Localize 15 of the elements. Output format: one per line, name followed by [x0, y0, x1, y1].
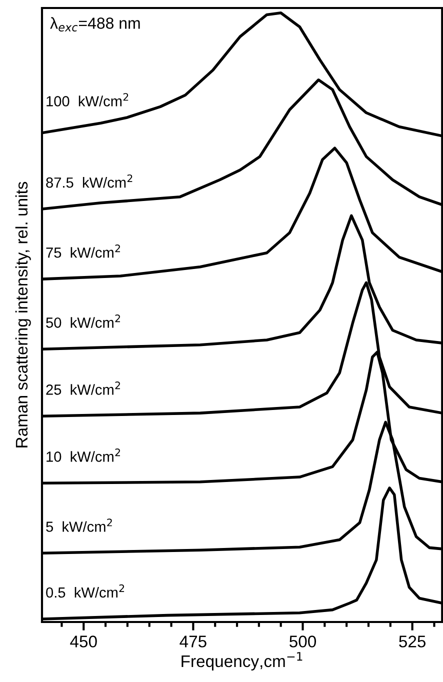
x-axis-title: Frequency,cm$^{−1}$ [182, 652, 302, 670]
series-label: 0.5 kW/cm$^{2}$ [46, 584, 124, 598]
x-tick-label: 475 [180, 636, 206, 648]
annotation: λ$_{exc}$=488 nm [50, 17, 140, 32]
series-label: 100 kW/cm$^{2}$ [46, 93, 128, 106]
series-label: 25 kW/cm$^{2}$ [46, 382, 120, 395]
x-tick-label: 450 [70, 636, 97, 648]
series-label: 75 kW/cm$^{2}$ [46, 244, 120, 258]
x-tick-label: 525 [399, 636, 426, 648]
x-tick-label: 500 [290, 636, 316, 648]
series-label: 50 kW/cm$^{2}$ [46, 314, 120, 328]
series-label: 10 kW/cm$^{2}$ [46, 448, 120, 462]
y-axis-title: Raman scattering intensity, rel. units [15, 182, 31, 448]
series-label: 5 kW/cm$^{2}$ [46, 518, 112, 532]
series-label: 87.5 kW/cm$^{2}$ [46, 174, 132, 188]
